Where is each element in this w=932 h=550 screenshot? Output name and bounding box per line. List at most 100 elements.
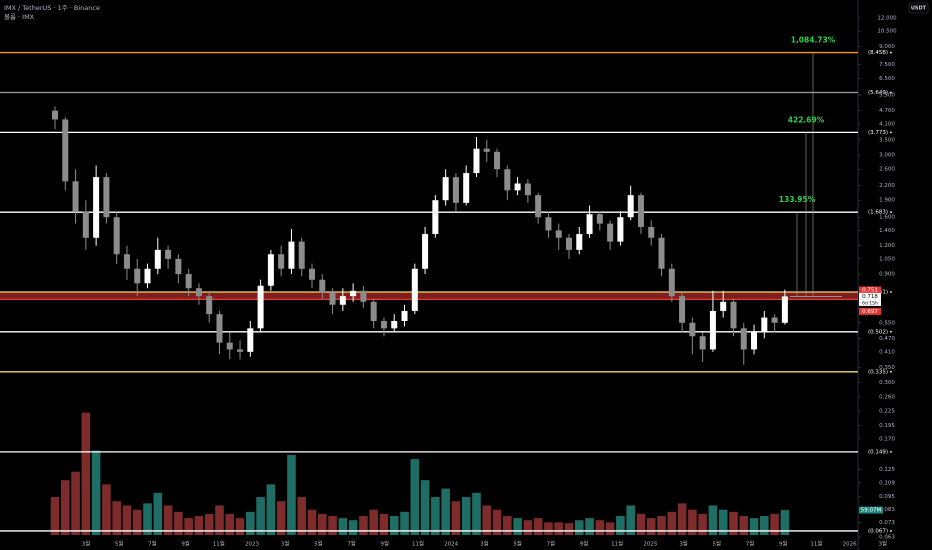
y-tick-label: 3.000 <box>879 153 895 159</box>
candle-body <box>473 148 480 174</box>
price-tag <box>859 286 881 294</box>
level-dot <box>890 530 892 532</box>
y-tick-label: 4.700 <box>879 108 895 114</box>
level-label: (0.067) <box>868 528 888 534</box>
volume-bar <box>657 516 666 535</box>
volume-bar <box>749 518 759 535</box>
volume-bar <box>297 497 307 535</box>
x-tick-label: 11월 <box>611 540 623 548</box>
volume-bar <box>431 497 440 535</box>
level-dot <box>890 91 892 94</box>
x-tick-label: 5월 <box>713 540 722 548</box>
x-tick-label: 5월 <box>115 540 124 548</box>
candle-body <box>514 183 521 191</box>
y-tick-label: 0.900 <box>879 272 895 278</box>
candle-body <box>411 268 418 311</box>
candle-body <box>298 241 305 269</box>
candle-body <box>144 268 151 284</box>
candle-body <box>596 214 603 224</box>
currency[interactable]: USDT <box>911 6 927 12</box>
candle-body <box>452 177 459 203</box>
candle-body <box>267 254 274 286</box>
candle-body <box>535 195 542 218</box>
volume-bar <box>307 509 317 535</box>
candle-body <box>216 314 223 343</box>
price-tag-label: 0.751 <box>862 287 878 293</box>
candle-body <box>247 328 254 352</box>
price-tag-label: 0.718 <box>862 294 878 300</box>
candle-body <box>771 317 778 323</box>
volume-bar <box>359 516 368 535</box>
price-tag <box>859 307 881 315</box>
candle-body <box>586 214 593 235</box>
x-tick-label: 3월 <box>480 540 489 548</box>
candle-body <box>103 177 110 218</box>
candle-body <box>62 119 69 182</box>
candle-body <box>637 195 644 227</box>
volume-bar <box>132 509 142 535</box>
candle-body <box>226 342 233 350</box>
candle-body <box>175 258 182 275</box>
candle-body <box>380 320 387 329</box>
volume-bar <box>348 520 358 535</box>
y-tick-label: 0.550 <box>879 320 895 326</box>
volume-bar <box>513 518 522 535</box>
y-tick-label: 6.500 <box>879 76 895 82</box>
y-tick-label: 0.125 <box>879 467 895 473</box>
candle-body <box>658 237 665 269</box>
level-label: (0.502) <box>868 329 888 335</box>
volume-bar <box>646 518 656 535</box>
candle-body <box>617 217 624 242</box>
currency-box[interactable] <box>908 2 929 14</box>
y-tick-label: 9.000 <box>879 44 895 50</box>
candle-body <box>82 211 89 238</box>
volume-bar <box>266 484 276 535</box>
x-tick-label: 9월 <box>580 540 589 548</box>
volume-bar <box>451 501 461 535</box>
level-dot <box>890 450 892 453</box>
volume-tag-label: 59.07M <box>861 508 882 514</box>
candle-body <box>185 274 192 289</box>
candle-body <box>422 234 429 269</box>
x-tick-label: 11월 <box>810 540 822 548</box>
candle-body <box>730 301 737 329</box>
candle-body <box>648 226 655 238</box>
volume-bar <box>605 522 615 535</box>
volume-bar <box>472 492 481 535</box>
x-tick-label: 11월 <box>213 540 225 548</box>
y-tick-label: 0.109 <box>879 480 895 486</box>
level-dot <box>890 51 892 54</box>
candle-body <box>257 285 264 329</box>
candle-body <box>319 279 326 293</box>
candle-body <box>237 349 244 352</box>
volume-bar <box>626 505 635 535</box>
candle-body <box>709 310 716 350</box>
candle-body <box>524 183 531 196</box>
volume-bar <box>369 509 378 535</box>
volume-bar <box>698 513 707 535</box>
volume-bar <box>215 505 224 535</box>
volume-bar <box>523 520 533 535</box>
candle-body <box>206 296 213 315</box>
candle-body <box>740 328 747 350</box>
volume-bar <box>667 511 677 535</box>
zone <box>0 291 858 300</box>
volume-bar <box>102 484 111 535</box>
x-tick-label: 7월 <box>547 540 556 548</box>
volume-bar <box>276 501 286 535</box>
level-label: (1.683) <box>868 210 888 216</box>
candle-body <box>555 230 562 238</box>
volume-bar <box>729 511 738 535</box>
x-tick-label: 9월 <box>779 540 788 548</box>
volume-bar <box>420 480 430 535</box>
volume-bar <box>770 513 779 535</box>
candle-body <box>329 292 336 305</box>
y-tick-label: 10.500 <box>877 29 897 35</box>
x-tick-label: 2023 <box>245 542 259 548</box>
measure-label: 1,084.73% <box>791 36 836 45</box>
y-tick-label: 0.410 <box>879 349 895 355</box>
chart-title: IMX / TetherUS · 1주 · Binance <box>4 4 100 12</box>
level-dot <box>890 211 892 214</box>
